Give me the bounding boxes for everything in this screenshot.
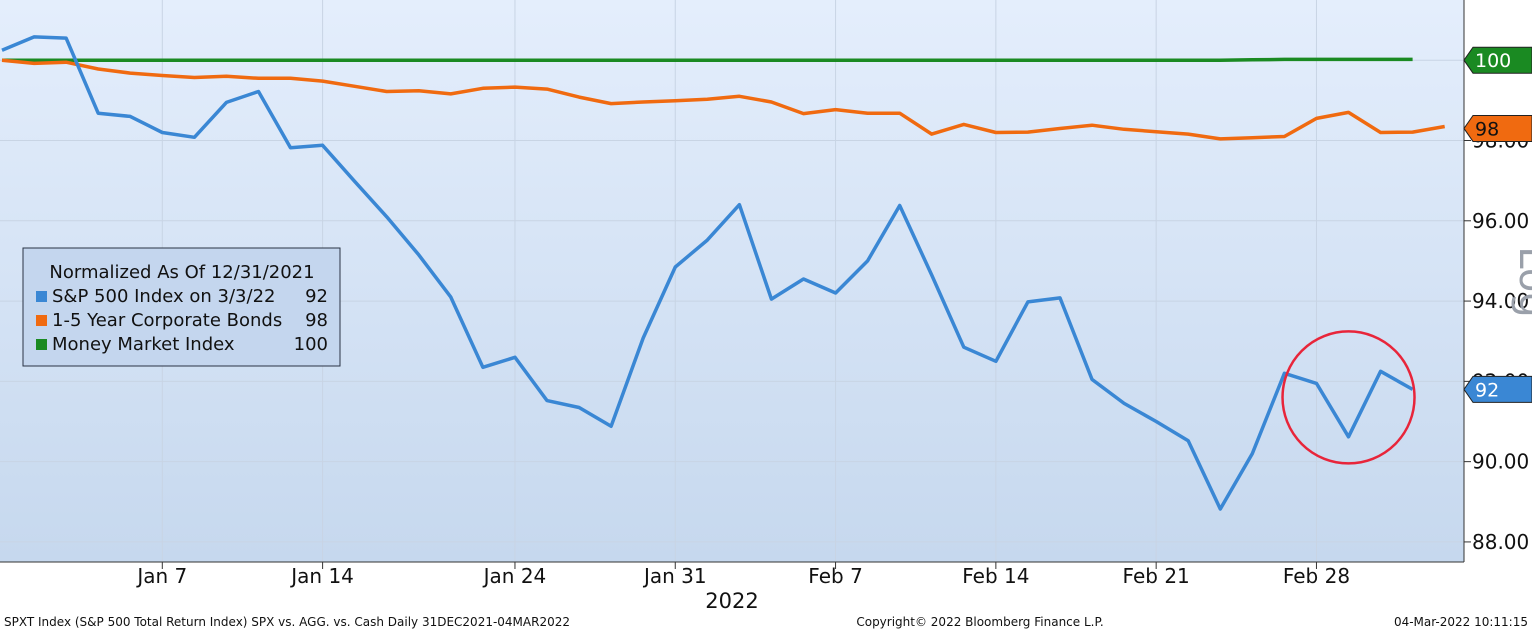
x-tick-label: Jan 7 bbox=[135, 564, 187, 588]
legend-value: 98 bbox=[305, 310, 328, 331]
footer-left: SPXT Index (S&P 500 Total Return Index) … bbox=[4, 615, 570, 629]
series-line bbox=[2, 57, 1413, 62]
last-value-tag: 92 bbox=[1463, 375, 1532, 403]
series-line bbox=[1, 58, 1446, 141]
y-tick-label: 96.00 bbox=[1472, 209, 1529, 233]
y-tick-label: 94.00 bbox=[1472, 289, 1529, 313]
y-tick-label: 88.00 bbox=[1472, 530, 1529, 554]
legend-title: Normalized As Of 12/31/2021 bbox=[49, 262, 314, 283]
legend: Normalized As Of 12/31/2021 S&P 500 Inde… bbox=[22, 247, 341, 367]
x-axis-ticks: Jan 7 Jan 14 Jan 24 Jan 31 Feb 7 Feb 14 Feb 21… bbox=[135, 562, 1350, 588]
footer-center: Copyright© 2022 Bloomberg Finance L.P. bbox=[856, 615, 1103, 629]
series-line bbox=[1, 35, 1414, 511]
x-tick-label: Feb 14 bbox=[962, 564, 1029, 588]
x-tick-label: Feb 21 bbox=[1123, 564, 1190, 588]
legend-entry: Money Market Index 100 bbox=[36, 334, 328, 355]
tag-box bbox=[1463, 375, 1532, 403]
highlight-circle bbox=[1281, 330, 1416, 465]
x-tick-label: Jan 31 bbox=[642, 564, 707, 588]
year-label: 2022 bbox=[705, 589, 758, 613]
x-tick-label: Jan 14 bbox=[289, 564, 354, 588]
tag-box bbox=[1463, 114, 1532, 142]
annotation bbox=[1281, 330, 1416, 465]
x-tick-label: Feb 28 bbox=[1283, 564, 1350, 588]
x-tick-label: Feb 7 bbox=[808, 564, 863, 588]
legend-entry: S&P 500 Index on 3/3/22 92 bbox=[36, 286, 328, 307]
legend-box bbox=[22, 247, 341, 367]
legend-label: Money Market Index bbox=[52, 334, 235, 355]
tag-label: 92 bbox=[1475, 379, 1499, 401]
legend-entries: S&P 500 Index on 3/3/22 92 1-5 Year Corpor… bbox=[36, 286, 328, 355]
footer-right: 04-Mar-2022 10:11:15 bbox=[1394, 615, 1528, 629]
last-value-tag: 98 bbox=[1463, 114, 1532, 142]
legend-label: S&P 500 Index on 3/3/22 bbox=[52, 286, 275, 307]
last-value-tags: 100 98 92 bbox=[1463, 46, 1532, 403]
legend-swatch bbox=[36, 291, 47, 302]
legend-value: 100 bbox=[294, 334, 328, 355]
legend-entry: 1-5 Year Corporate Bonds 98 bbox=[36, 310, 328, 331]
series-lines bbox=[1, 35, 1446, 511]
last-value-tag: 100 bbox=[1463, 46, 1532, 74]
x-tick-label: Jan 24 bbox=[482, 564, 547, 588]
tag-label: 98 bbox=[1475, 118, 1499, 140]
legend-value: 92 bbox=[305, 286, 328, 307]
tag-box bbox=[1463, 46, 1532, 74]
legend-label: 1-5 Year Corporate Bonds bbox=[52, 310, 282, 331]
scale-label: Log bbox=[1510, 246, 1532, 317]
legend-swatch bbox=[36, 339, 47, 350]
y-tick-label: 90.00 bbox=[1472, 450, 1529, 474]
legend-swatch bbox=[36, 315, 47, 326]
tag-label: 100 bbox=[1475, 50, 1511, 72]
